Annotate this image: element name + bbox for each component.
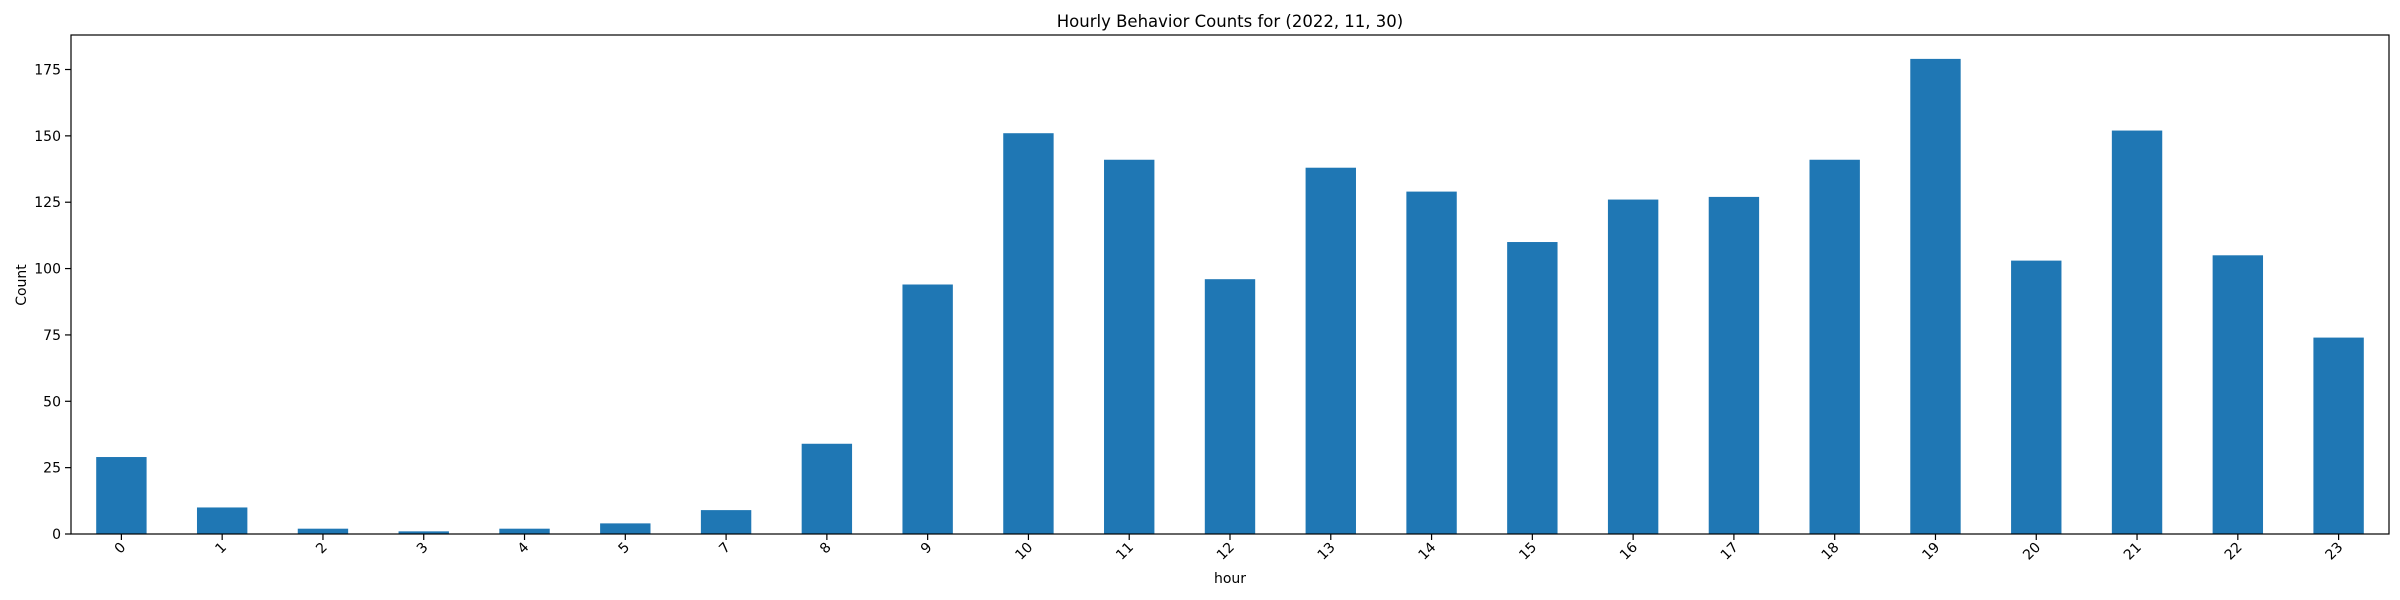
x-tick-label: 0	[112, 540, 130, 558]
bar-hour-16	[1607, 199, 1659, 534]
x-tick-label: 23	[2323, 540, 2347, 564]
bar-hour-2	[297, 528, 349, 534]
bar-hour-12	[1204, 279, 1256, 534]
y-axis-ticks: 0 25 50 75 100 125 150 175	[34, 63, 71, 543]
y-tick-label: 50	[43, 394, 61, 410]
x-tick-label: 17	[1718, 540, 1742, 564]
bar-hour-13	[1305, 167, 1356, 534]
x-tick-label: 14	[1415, 539, 1439, 563]
bar-hour-20	[2011, 260, 2062, 534]
x-tick-label: 12	[1214, 540, 1238, 564]
chart-title: Hourly Behavior Counts for (2022, 11, 30…	[1057, 12, 1403, 31]
x-tick-label: 2	[313, 540, 331, 558]
y-axis-label: Count	[14, 264, 30, 306]
x-tick-label: 3	[414, 540, 432, 558]
x-tick-label: 1	[212, 540, 230, 558]
bar-hour-19	[1910, 58, 1961, 534]
bar-hour-1	[196, 507, 248, 534]
x-tick-label: 8	[817, 540, 835, 558]
bar-hour-15	[1507, 242, 1558, 534]
x-tick-label: 21	[2121, 540, 2145, 564]
x-tick-label: 4	[515, 539, 533, 557]
bar-hour-0	[96, 457, 147, 534]
y-tick-label: 150	[34, 129, 61, 145]
x-tick-label: 11	[1113, 540, 1137, 564]
y-tick-label: 75	[43, 328, 61, 344]
x-tick-label: 16	[1617, 539, 1641, 563]
bar-hour-10	[1003, 133, 1054, 534]
y-tick-label: 175	[34, 63, 61, 79]
plot-area-frame	[70, 34, 2390, 535]
y-tick-label: 25	[43, 461, 61, 477]
x-tick-label: 18	[1819, 540, 1843, 564]
x-tick-label: 9	[918, 540, 936, 558]
bars-layer	[96, 58, 2364, 535]
bar-hour-3	[398, 531, 449, 534]
bar-hour-5	[600, 523, 651, 534]
x-tick-label: 7	[716, 540, 734, 558]
bar-hour-18	[1809, 159, 1860, 534]
x-tick-label: 10	[1012, 540, 1036, 564]
x-tick-label: 22	[2222, 540, 2246, 564]
bar-hour-9	[902, 284, 953, 534]
x-axis-ticks: 0 1 2 3 4 5 7 8 9 10 11 12 13 14 15 16 17 18 19 20 21 22 23	[112, 534, 2347, 564]
bar-hour-14	[1406, 191, 1457, 534]
bar-hour-23	[2313, 337, 2364, 534]
x-tick-label: 5	[616, 540, 634, 558]
bar-hour-21	[2111, 130, 2163, 535]
x-tick-label: 20	[2020, 540, 2044, 564]
bar-hour-8	[801, 443, 853, 534]
bar-hour-22	[2212, 255, 2264, 535]
x-tick-label: 15	[1516, 540, 1540, 564]
x-tick-label: 19	[1919, 540, 1943, 564]
bar-hour-17	[1708, 196, 1760, 534]
bar-hour-11	[1104, 159, 1155, 534]
x-axis-label: hour	[1214, 571, 1246, 587]
y-tick-label: 0	[52, 527, 61, 543]
x-tick-label: 13	[1315, 540, 1339, 564]
y-tick-label: 100	[34, 262, 61, 278]
y-tick-label: 125	[34, 195, 61, 211]
bar-hour-7	[700, 510, 752, 534]
bar-hour-4	[499, 528, 550, 534]
